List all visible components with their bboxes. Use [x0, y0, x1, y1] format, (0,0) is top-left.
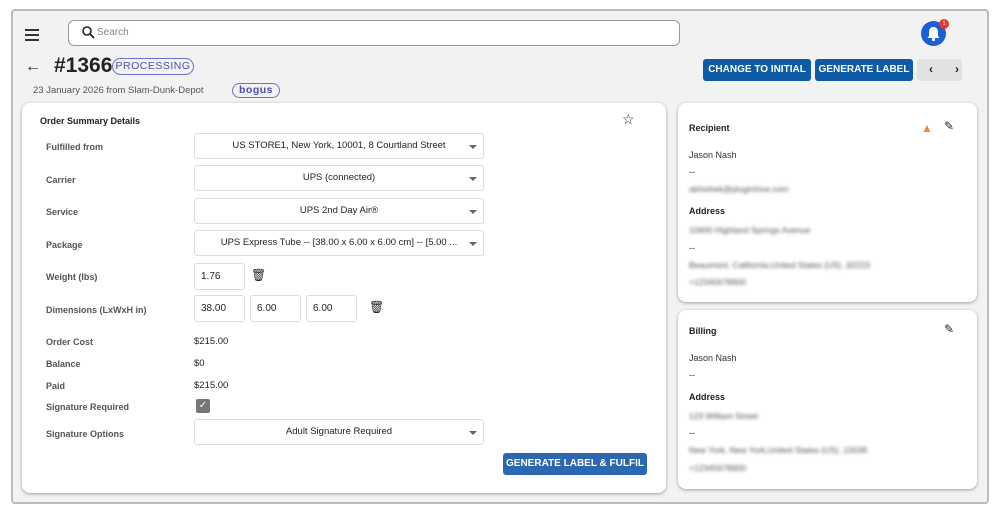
paid-label: Paid	[46, 381, 66, 391]
balance-value: $0	[194, 358, 205, 369]
billing-title: Billing	[689, 326, 717, 336]
length-input[interactable]: 38.00	[194, 295, 245, 322]
billing-address-label: Address	[689, 392, 726, 402]
dimensions-label: Dimensions (LxWxH in)	[46, 305, 147, 315]
recipient-email: abhishek@pluginhive.com	[689, 184, 789, 194]
recipient-name: Jason Nash	[689, 150, 737, 160]
recipient-address-label: Address	[689, 206, 726, 216]
back-arrow-icon[interactable]: ←	[25, 58, 41, 75]
billing-line2: --	[689, 370, 695, 380]
delete-dimensions-icon[interactable]: 🗑	[369, 300, 385, 314]
weight-label: Weight (lbs)	[46, 272, 98, 282]
recipient-address2: --	[689, 243, 695, 253]
recipient-line2: --	[689, 167, 695, 177]
service-select[interactable]: UPS 2nd Day Air®	[194, 198, 484, 224]
recipient-title: Recipient	[689, 123, 730, 133]
signature-required-checkbox[interactable]: ✓	[196, 399, 210, 413]
search-icon	[82, 26, 95, 39]
billing-phone: +12345678900	[689, 463, 746, 473]
tag-badge[interactable]: bogus	[232, 83, 280, 98]
generate-label-button[interactable]: GENERATE LABEL	[815, 59, 913, 81]
prev-button[interactable]: ‹	[929, 62, 933, 76]
recipient-city: Beaumont, California,United States (US) …	[689, 260, 870, 270]
fulfilled-from-select[interactable]: US STORE1, New York, 10001, 8 Courtland …	[194, 133, 484, 159]
delete-weight-icon[interactable]: 🗑	[251, 268, 267, 282]
next-button[interactable]: ›	[955, 62, 959, 76]
carrier-label: Carrier	[46, 175, 76, 185]
balance-label: Balance	[46, 359, 81, 369]
fulfilled-from-label: Fulfilled from	[46, 142, 103, 152]
search-input[interactable]: Search	[68, 20, 680, 46]
order-summary-card: Order Summary Details ☆ Fulfilled from U…	[22, 103, 666, 493]
change-to-initial-button[interactable]: CHANGE TO INITIAL	[703, 59, 811, 81]
height-input[interactable]: 6.00	[306, 295, 357, 322]
pagination: ‹ ›	[917, 59, 962, 81]
signature-required-label: Signature Required	[46, 402, 130, 412]
paid-value: $215.00	[194, 380, 229, 391]
star-icon[interactable]: ☆	[622, 111, 635, 127]
notification-badge: 1	[939, 19, 949, 29]
edit-billing-icon[interactable]: ✎	[944, 322, 955, 336]
menu-icon[interactable]	[25, 29, 39, 44]
status-badge: PROCESSING	[112, 58, 194, 75]
bell-icon	[927, 27, 940, 42]
card-title: Order Summary Details	[40, 116, 141, 126]
signature-options-select[interactable]: Adult Signature Required	[194, 419, 484, 445]
generate-label-fulfil-button[interactable]: GENERATE LABEL & FULFIL	[503, 453, 647, 475]
recipient-card: Recipient ▲ ✎ Jason Nash -- abhishek@plu…	[678, 103, 977, 302]
order-subtitle: 23 January 2026 from Slam-Dunk-Depot	[33, 85, 204, 96]
service-label: Service	[46, 207, 79, 217]
width-input[interactable]: 6.00	[250, 295, 301, 322]
billing-card: Billing ✎ Jason Nash -- Address 123 Will…	[678, 310, 977, 489]
edit-recipient-icon[interactable]: ✎	[944, 119, 955, 133]
app-window: Search 1 ← #1366 PROCESSING 23 January 2…	[11, 9, 989, 504]
order-cost-value: $215.00	[194, 336, 229, 347]
warning-icon: ▲	[921, 121, 933, 135]
package-select[interactable]: UPS Express Tube -- [38.00 x 6.00 x 6.00…	[194, 230, 484, 256]
carrier-select[interactable]: UPS (connected)	[194, 165, 484, 191]
search-placeholder: Search	[97, 27, 129, 38]
signature-options-label: Signature Options	[46, 429, 125, 439]
order-number: #1366	[54, 54, 113, 77]
package-label: Package	[46, 240, 83, 250]
recipient-phone: +12345678900	[689, 277, 746, 287]
billing-city: New York, New York,United States (US) ,1…	[689, 445, 868, 455]
weight-input[interactable]: 1.76	[194, 263, 245, 290]
order-cost-label: Order Cost	[46, 337, 94, 347]
recipient-address1: 10600 Highland Springs Avenue	[689, 225, 811, 235]
billing-address2: --	[689, 428, 695, 438]
billing-name: Jason Nash	[689, 353, 737, 363]
billing-address1: 123 William Street	[689, 411, 758, 421]
